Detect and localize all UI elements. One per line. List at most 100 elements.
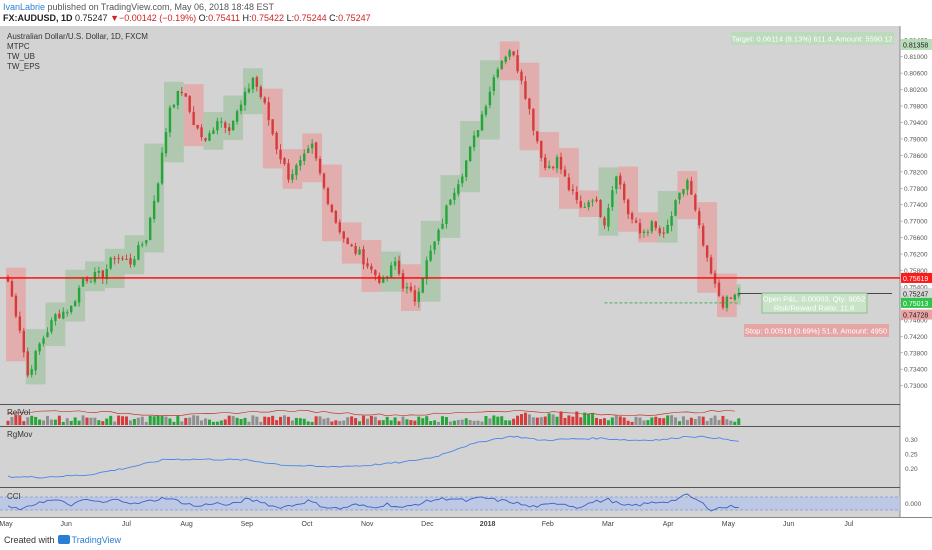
candle — [484, 104, 488, 118]
volume-bar — [583, 412, 587, 425]
volume-bar — [97, 420, 101, 425]
rgmov-tick-label: 0.30 — [905, 437, 918, 444]
target-box[interactable] — [731, 32, 894, 45]
volume-bar — [504, 420, 508, 425]
candle — [279, 144, 282, 164]
volume-bar — [113, 421, 117, 425]
legend-indicator-tw-eps[interactable]: TW_EPS — [7, 62, 40, 71]
volume-bar — [393, 417, 397, 425]
rgmov-pane[interactable] — [0, 427, 900, 487]
candle — [184, 93, 187, 97]
candle — [512, 51, 515, 57]
price-axis[interactable] — [900, 26, 932, 517]
volume-bar — [275, 420, 279, 425]
entry-price-tag-label: 0.75013 — [903, 301, 928, 308]
cci-line — [7, 493, 739, 512]
volume-bar — [10, 416, 14, 425]
candle — [480, 110, 484, 132]
volume-bar — [472, 420, 476, 425]
volume-bar — [678, 421, 681, 425]
candle — [528, 97, 531, 115]
candle — [204, 137, 207, 142]
volume-pane-label[interactable]: RelVol — [7, 408, 30, 417]
volume-bar — [223, 419, 227, 425]
volume-bar — [61, 421, 65, 425]
volume-bar — [452, 420, 456, 425]
volume-bar — [464, 418, 468, 425]
candle — [303, 149, 306, 165]
stop-box[interactable] — [744, 324, 889, 337]
candle — [413, 285, 417, 306]
time-axis[interactable] — [0, 517, 932, 530]
volume-bar — [207, 419, 211, 425]
volume-bar — [180, 421, 184, 425]
tradingview-brand[interactable]: TradingView — [71, 535, 122, 545]
candle — [200, 124, 203, 141]
candle — [717, 279, 721, 298]
rgmov-pane-label[interactable]: RgMov — [7, 430, 32, 439]
volume-bar — [674, 417, 678, 425]
volume-bar — [286, 416, 290, 425]
cci-pane-label[interactable]: CCI — [7, 492, 21, 501]
candle — [500, 60, 503, 70]
volume-bar — [602, 418, 606, 425]
candle — [129, 253, 132, 268]
volume-bar — [591, 412, 595, 425]
last-price: 0.75247 — [75, 13, 108, 23]
volume-bar — [409, 420, 413, 425]
legend-indicator-tw-ub[interactable]: TW_UB — [7, 52, 35, 61]
rgmov-tick-label: 0.25 — [905, 452, 918, 459]
candle — [160, 147, 164, 185]
volume-bar — [184, 417, 188, 425]
candle — [220, 117, 223, 128]
candle — [50, 317, 53, 335]
open-pnl-label: Open P&L: 0.00003, Qty: 9052 — [763, 295, 866, 304]
volume-bar — [235, 417, 239, 425]
open-pnl-box[interactable] — [761, 292, 868, 314]
rgmov-line — [7, 435, 739, 479]
weekly-range-box — [104, 248, 125, 289]
volume-bar — [547, 413, 551, 425]
candle — [188, 95, 191, 114]
volume-bar — [460, 419, 464, 425]
candle — [176, 90, 180, 110]
legend-indicator-mtpc[interactable]: MTPC — [7, 42, 30, 51]
candle — [504, 55, 507, 65]
candle — [670, 211, 673, 232]
candle — [579, 195, 582, 209]
volume-bar — [192, 415, 196, 425]
candle — [235, 109, 239, 125]
volume-bar — [701, 416, 705, 425]
legend-series-name: Australian Dollar/U.S. Dollar, 1D, FXCM — [7, 32, 148, 41]
stop-label: Stop: 0.00518 (0.69%) 51.8, Amount: 4950 — [745, 327, 887, 336]
volume-bar — [437, 421, 441, 425]
volume-bar — [298, 418, 302, 425]
volume-bar — [255, 416, 259, 425]
candle — [544, 153, 547, 171]
price-tick-label: 0.75400 — [904, 284, 928, 291]
candle — [168, 105, 172, 138]
volume-bar — [204, 418, 207, 425]
long-position-tool[interactable]: Target: 0.06114 (8.13%) 611.4, Amount: 5… — [731, 32, 932, 337]
volume-bar — [310, 421, 314, 425]
symbol-label[interactable]: FX:AUDUSD, 1D — [3, 13, 73, 23]
candle — [34, 349, 37, 375]
time-tick-label: 2018 — [480, 521, 496, 528]
candle — [619, 172, 622, 190]
created-with-label: Created with — [4, 535, 55, 545]
volume-bar — [362, 415, 365, 425]
author-link[interactable]: IvanLabrie — [3, 2, 46, 12]
candle — [520, 69, 523, 85]
candle — [6, 274, 10, 283]
volume-bar — [373, 416, 377, 425]
volume-bar — [57, 415, 61, 425]
volume-bar — [109, 415, 113, 425]
volume-bar — [330, 421, 334, 425]
time-tick-label: Sep — [241, 521, 254, 528]
volume-bar — [152, 416, 156, 425]
candle — [137, 241, 140, 261]
volume-bar — [101, 421, 105, 425]
chart-area[interactable]: 0.20 0.25 0.30 0.000 0.73000 0.73400 0.73800… — [0, 26, 932, 540]
time-tick-label: May — [722, 521, 736, 528]
volume-bar — [638, 417, 642, 425]
